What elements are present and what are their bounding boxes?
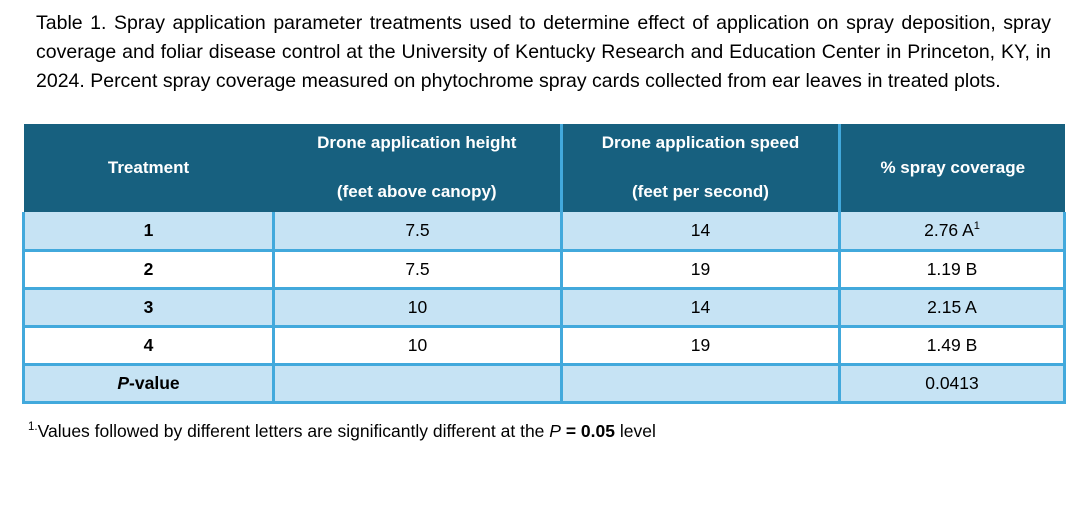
footnote-number: 1. — [28, 420, 38, 433]
col-header-speed-unit: (feet per second) — [632, 182, 769, 201]
table-row-pvalue: P-value 0.0413 — [22, 362, 1066, 404]
table-footnote: 1.Values followed by different letters a… — [28, 421, 1087, 442]
col-header-height: Drone application height (feet above can… — [273, 124, 562, 212]
footnote-alpha-value: = 0.05 — [560, 420, 615, 441]
table-row-treatment-3: 3 10 14 2.15 A — [22, 286, 1066, 328]
speed-cell: 14 — [560, 286, 841, 328]
footnote-text: Values followed by different letters are… — [37, 420, 550, 441]
col-header-treatment-label: Treatment — [107, 158, 190, 177]
table-caption: Table 1. Spray application parameter tre… — [36, 12, 1051, 92]
pvalue-symbol: P — [117, 372, 130, 393]
speed-cell: 14 — [560, 212, 841, 252]
spray-parameters-table: Treatment Drone application height (feet… — [22, 124, 1066, 404]
footnote-text-end: level — [614, 420, 656, 441]
treatment-cell: 3 — [22, 286, 275, 328]
height-cell: 10 — [272, 324, 563, 366]
treatment-cell: 2 — [22, 248, 275, 290]
coverage-cell: 2.15 A — [838, 286, 1066, 328]
col-header-coverage: % spray coverage — [838, 124, 1065, 212]
col-header-treatment: Treatment — [23, 124, 274, 212]
treatment-cell: 4 — [22, 324, 275, 366]
coverage-cell: 0.0413 — [838, 362, 1066, 404]
coverage-value: 2.76 A — [924, 219, 974, 240]
height-cell: 7.5 — [272, 248, 563, 290]
speed-cell — [560, 362, 841, 404]
speed-cell: 19 — [560, 248, 841, 290]
footnote-p-symbol: P — [549, 420, 561, 441]
col-header-coverage-label: % spray coverage — [880, 158, 1026, 177]
table-row-treatment-2: 2 7.5 19 1.19 B — [22, 248, 1066, 290]
coverage-cell: 1.49 B — [838, 324, 1066, 366]
table-row-treatment-4: 4 10 19 1.49 B — [22, 324, 1066, 366]
pvalue-label-cell: P-value — [22, 362, 275, 404]
coverage-cell: 2.76 A1 — [838, 212, 1066, 252]
col-header-speed-label: Drone application speed — [601, 133, 800, 152]
table-row-treatment-1: 1 7.5 14 2.76 A1 — [22, 212, 1066, 252]
pvalue-label-rest: -value — [129, 372, 180, 393]
speed-cell: 19 — [560, 324, 841, 366]
height-cell — [272, 362, 563, 404]
col-header-height-label: Drone application height — [317, 133, 517, 152]
height-cell: 7.5 — [272, 212, 563, 252]
footnote-marker: 1 — [973, 219, 980, 232]
col-header-height-unit: (feet above canopy) — [336, 182, 497, 201]
header-row: Treatment Drone application height (feet… — [23, 124, 1065, 212]
height-cell: 10 — [272, 286, 563, 328]
col-header-speed: Drone application speed (feet per second… — [560, 124, 840, 212]
treatment-cell: 1 — [22, 212, 275, 252]
coverage-cell: 1.19 B — [838, 248, 1066, 290]
